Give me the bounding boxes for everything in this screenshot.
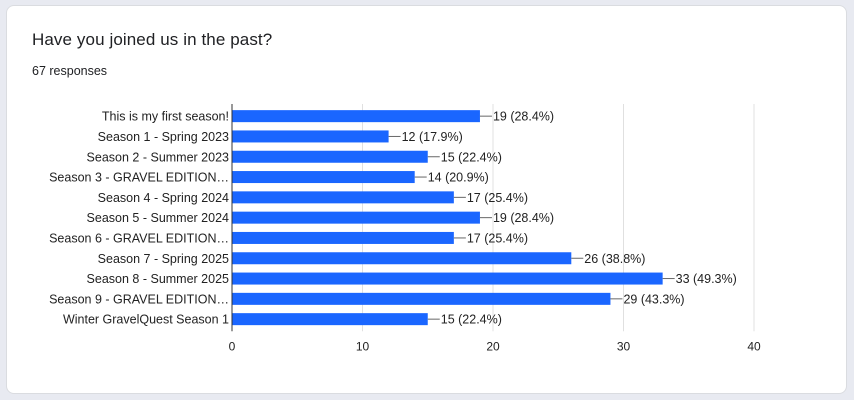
category-label: Season 2 - Summer 2023: [87, 150, 229, 164]
category-label: Season 6 - GRAVEL EDITION…: [49, 231, 229, 245]
bar: [232, 231, 454, 244]
data-label: 33 (49.3%): [676, 272, 737, 286]
category-label: Season 7 - Spring 2025: [98, 252, 229, 266]
data-label: 14 (20.9%): [428, 171, 489, 185]
data-label: 29 (43.3%): [623, 292, 684, 306]
category-label: Season 4 - Spring 2024: [98, 191, 229, 205]
bar: [232, 272, 663, 285]
bar: [232, 191, 454, 204]
data-label: 19 (28.4%): [493, 211, 554, 225]
x-tick-label: 30: [617, 339, 631, 353]
x-tick-label: 40: [747, 339, 761, 353]
category-label: Season 8 - Summer 2025: [87, 272, 229, 286]
bar: [232, 313, 428, 326]
data-label: 12 (17.9%): [402, 130, 463, 144]
bar: [232, 150, 428, 163]
question-card: Have you joined us in the past? 67 respo…: [6, 5, 847, 394]
bar-chart: 0 10 20 30 40 This is my first season! 19 (28.…: [49, 104, 761, 353]
category-label: Season 3 - GRAVEL EDITION…: [49, 171, 229, 185]
bar: [232, 110, 480, 123]
x-tick-label: 0: [229, 339, 236, 353]
data-label: 15 (22.4%): [441, 313, 502, 327]
bar: [232, 252, 572, 265]
bar: [232, 130, 389, 143]
data-label: 15 (22.4%): [441, 150, 502, 164]
category-label: Season 9 - GRAVEL EDITION…: [49, 292, 229, 306]
bar: [232, 211, 480, 224]
data-label: 17 (25.4%): [467, 231, 528, 245]
question-title: Have you joined us in the past?: [32, 30, 273, 49]
response-count: 67 responses: [32, 64, 108, 78]
x-tick-label: 10: [356, 339, 370, 353]
data-label: 19 (28.4%): [493, 110, 554, 124]
category-label: Season 5 - Summer 2024: [87, 211, 229, 225]
bar: [232, 171, 415, 184]
data-label: 17 (25.4%): [467, 191, 528, 205]
category-label: Winter GravelQuest Season 1: [63, 313, 229, 327]
bar: [232, 292, 611, 305]
category-label: This is my first season!: [102, 110, 229, 124]
category-label: Season 1 - Spring 2023: [98, 130, 229, 144]
data-label: 26 (38.8%): [584, 252, 645, 266]
x-tick-label: 20: [486, 339, 500, 353]
